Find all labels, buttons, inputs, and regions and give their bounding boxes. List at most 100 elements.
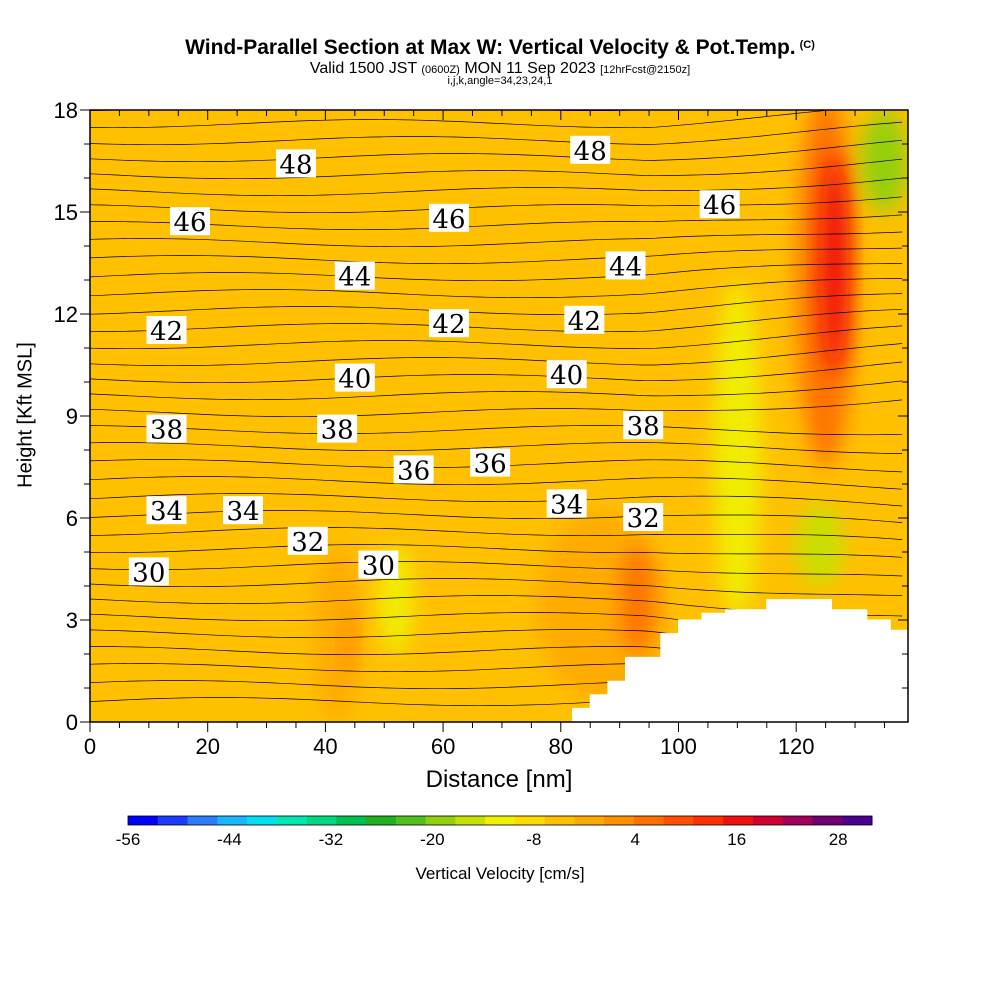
contour-label-text: 38 <box>321 416 354 446</box>
colorbar-swatch <box>663 816 694 825</box>
chart-title-tag: (C) <box>799 39 815 51</box>
colorbar-label: Vertical Velocity [cm/s] <box>415 864 585 883</box>
colorbar-swatch <box>485 816 516 825</box>
contour-label-box <box>393 455 434 484</box>
x-tick-label: 60 <box>431 734 455 759</box>
colorbar-swatch <box>217 816 248 825</box>
colorbar-swatch <box>366 816 397 825</box>
contour-label-text: 48 <box>574 137 607 167</box>
contour-label-box <box>546 489 587 518</box>
contour-label-box <box>334 363 375 392</box>
theta-contour-line <box>90 214 903 231</box>
colorbar-swatch <box>157 816 189 825</box>
theta-contour-line <box>90 325 903 350</box>
colorbar-tick-label: 4 <box>631 830 640 849</box>
x-axis-label: Distance [nm] <box>425 766 573 793</box>
contour-label: 44 <box>334 261 375 293</box>
contour-label: 38 <box>146 414 187 446</box>
theta-contour-line <box>90 308 903 333</box>
colorbar-swatch <box>336 816 367 825</box>
colorbar-swatch <box>842 816 873 825</box>
contour-label: 38 <box>623 411 664 442</box>
theta-contour-line <box>90 361 903 384</box>
contour-label-text: 40 <box>338 365 371 395</box>
x-tick-label: 120 <box>778 734 815 759</box>
y-tick-label: 15 <box>54 200 78 225</box>
contour-label-text: 38 <box>150 416 183 446</box>
colorbar-frame <box>127 815 873 826</box>
contour-label-text: 32 <box>627 504 660 534</box>
contour-label-box <box>223 496 264 525</box>
contour-label-text: 46 <box>432 205 465 235</box>
theta-contour-line <box>90 110 646 112</box>
contour-label-box <box>564 305 605 334</box>
colorbar-tick-label: -56 <box>116 830 141 849</box>
contour-label-box <box>699 190 740 219</box>
chart-title: Wind-Parallel Section at Max W: Vertical… <box>0 36 1000 60</box>
colorbar-swatch <box>604 816 635 825</box>
x-axis: 0 20 40 60 80 100 120 <box>84 110 885 759</box>
contour-label-box <box>428 203 469 232</box>
contour-label-text: 34 <box>226 497 259 527</box>
theta-contour-line <box>90 177 903 197</box>
theta-contour-line <box>90 110 835 129</box>
x-tick-label: 0 <box>84 734 96 759</box>
theta-contour-line <box>90 380 903 401</box>
theta-contour-line <box>90 139 903 163</box>
theta-contour-line <box>90 442 903 454</box>
contour-label-box <box>317 414 358 443</box>
contour-label-text: 42 <box>432 310 465 340</box>
theta-contour-line <box>90 476 903 490</box>
theta-contour-line <box>90 343 903 367</box>
theta-contour-line <box>90 544 903 558</box>
colorbar-tick-label: 16 <box>727 830 746 849</box>
colorbar-tick-label: -8 <box>526 830 541 849</box>
contour-label-box <box>146 496 187 525</box>
contour-label: 32 <box>287 526 328 558</box>
theta-contour-line <box>90 196 903 214</box>
contour-label-text: 42 <box>150 317 183 347</box>
theta-contour-line <box>90 527 903 540</box>
colorbar-swatch <box>574 816 605 825</box>
forecast-info: [12hrFcst@2150z] <box>600 64 691 76</box>
contour-label-text: 34 <box>150 497 183 527</box>
colorbar-swatch <box>247 816 278 825</box>
velocity-regions <box>313 110 908 722</box>
valid-date: MON 11 Sep 2023 <box>464 60 596 77</box>
contour-label-box <box>146 414 187 443</box>
colorbar-swatch <box>514 816 546 825</box>
contour-label: 30 <box>128 557 169 588</box>
section-indices: i,j,k,angle=34,23,24,1 <box>447 75 553 87</box>
contour-label-box <box>128 557 169 586</box>
contour-labels: 48 48 46 46 46 44 44 42 42 42 40 40 38 38 38 36 36 34 34 34… <box>128 135 740 588</box>
colorbar-swatch <box>752 816 784 825</box>
colorbar-swatch <box>306 816 337 825</box>
contour-label: 48 <box>275 149 316 180</box>
contour-label: 46 <box>699 190 740 221</box>
contour-label-box <box>146 316 187 344</box>
contour-label: 40 <box>334 363 375 395</box>
theta-contour-line <box>90 561 903 577</box>
velocity-region <box>341 606 356 675</box>
contour-label-text: 42 <box>568 307 601 337</box>
valid-utc: (0600Z) <box>421 64 460 76</box>
contour-label-box <box>428 309 469 338</box>
theta-contour-line <box>90 247 903 265</box>
y-axis-label: Height [Kft MSL] <box>14 342 37 488</box>
theta-contour-line <box>90 158 903 180</box>
plot-area: 48 48 46 46 46 44 44 42 42 42 40 40 38 38 38 36 36 34 34 34… <box>89 109 909 723</box>
contour-label-text: 32 <box>291 528 324 558</box>
velocity-region <box>820 154 849 372</box>
x-tick-label: 20 <box>195 734 219 759</box>
theta-contour-line <box>90 425 903 436</box>
y-tick-label: 12 <box>54 302 78 327</box>
theta-contour-line <box>90 263 903 282</box>
colorbar-tick-label: 28 <box>829 830 848 849</box>
colorbar-swatch <box>276 816 308 825</box>
contour-label-box <box>334 261 375 290</box>
y-tick-label: 6 <box>66 506 78 531</box>
velocity-region <box>313 545 361 722</box>
contour-label-text: 36 <box>397 456 430 486</box>
velocity-region <box>713 280 761 620</box>
